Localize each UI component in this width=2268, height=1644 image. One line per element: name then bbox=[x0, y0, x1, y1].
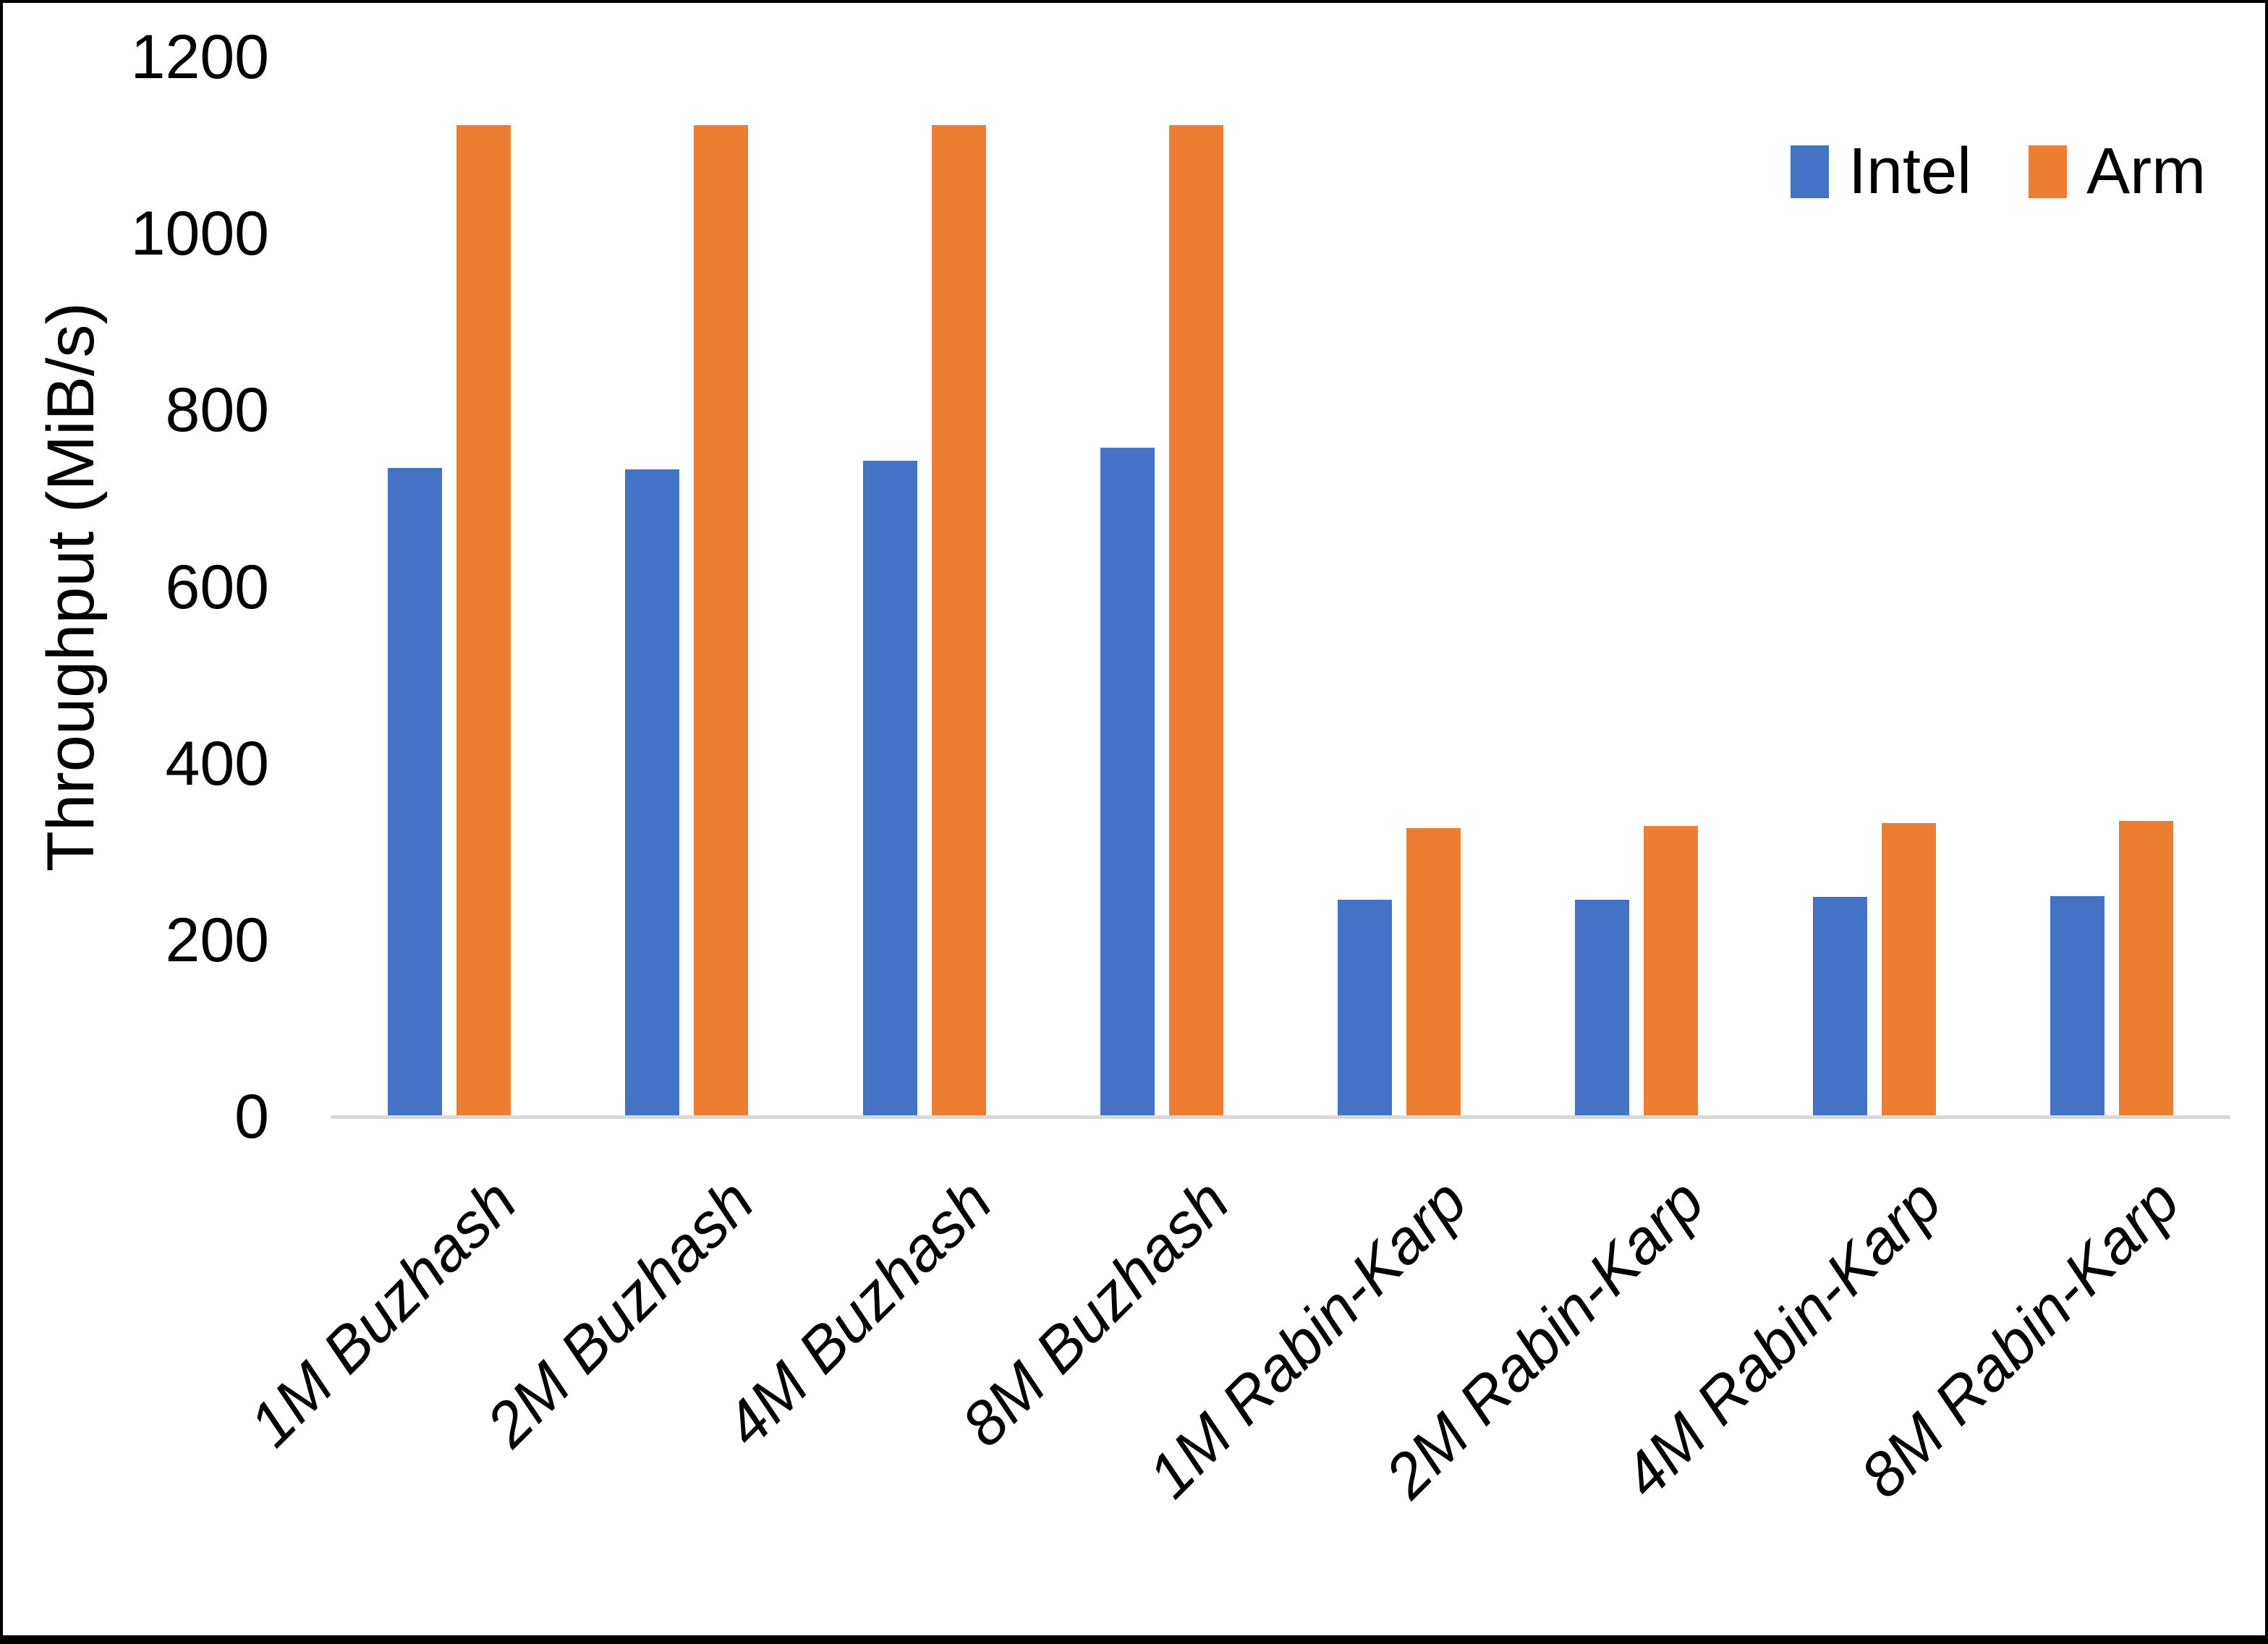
bar-group bbox=[1043, 57, 1280, 1117]
intel-bar bbox=[2050, 895, 2105, 1117]
arm-bar bbox=[1406, 827, 1461, 1117]
intel-bar bbox=[1338, 899, 1393, 1117]
bar-group bbox=[1993, 57, 2230, 1117]
legend-item-arm: Arm bbox=[2029, 139, 2206, 204]
y-tick-label: 1200 bbox=[130, 22, 269, 92]
arm-series-marker bbox=[2029, 145, 2068, 198]
y-tick-label: 800 bbox=[165, 375, 270, 446]
arm-bar bbox=[694, 125, 749, 1117]
intel-bar bbox=[1812, 897, 1867, 1117]
y-tick-label: 200 bbox=[165, 905, 270, 975]
arm-bar bbox=[2118, 821, 2173, 1117]
arm-bar bbox=[1881, 822, 1936, 1117]
x-axis-line bbox=[331, 1115, 2230, 1119]
intel-bar bbox=[625, 469, 680, 1117]
bar-group bbox=[331, 57, 568, 1117]
y-tick-label: 400 bbox=[165, 728, 270, 798]
legend-label-intel: Intel bbox=[1848, 135, 1972, 208]
legend-label-arm: Arm bbox=[2086, 135, 2207, 208]
intel-series-marker bbox=[1791, 145, 1829, 198]
legend: Intel Arm bbox=[1791, 139, 2206, 204]
bar-group bbox=[1280, 57, 1518, 1117]
bar-group bbox=[568, 57, 805, 1117]
arm-bar bbox=[456, 125, 511, 1117]
intel-bar bbox=[862, 460, 917, 1117]
x-axis-category-labels: 1M Buzhash 2M Buzhash 4M Buzhash 8M Buzhash… bbox=[3, 3, 2265, 1635]
bar-groups bbox=[331, 57, 2230, 1117]
bar-group bbox=[1756, 57, 1993, 1117]
bar-group bbox=[806, 57, 1043, 1117]
plot-area bbox=[331, 57, 2230, 1119]
y-tick-label: 600 bbox=[165, 552, 270, 622]
intel-bar bbox=[1575, 899, 1630, 1117]
y-tick-label: 0 bbox=[234, 1082, 269, 1151]
bar-group bbox=[1518, 57, 1755, 1117]
y-axis-tick-labels: 0 200 400 600 800 1000 1200 bbox=[3, 3, 2265, 1635]
arm-bar bbox=[1168, 125, 1223, 1117]
intel-bar bbox=[388, 467, 443, 1117]
y-tick-label: 1000 bbox=[130, 199, 269, 269]
legend-item-intel: Intel bbox=[1791, 139, 1971, 204]
intel-bar bbox=[1100, 447, 1155, 1117]
arm-bar bbox=[1644, 826, 1699, 1117]
arm-bar bbox=[931, 125, 986, 1117]
